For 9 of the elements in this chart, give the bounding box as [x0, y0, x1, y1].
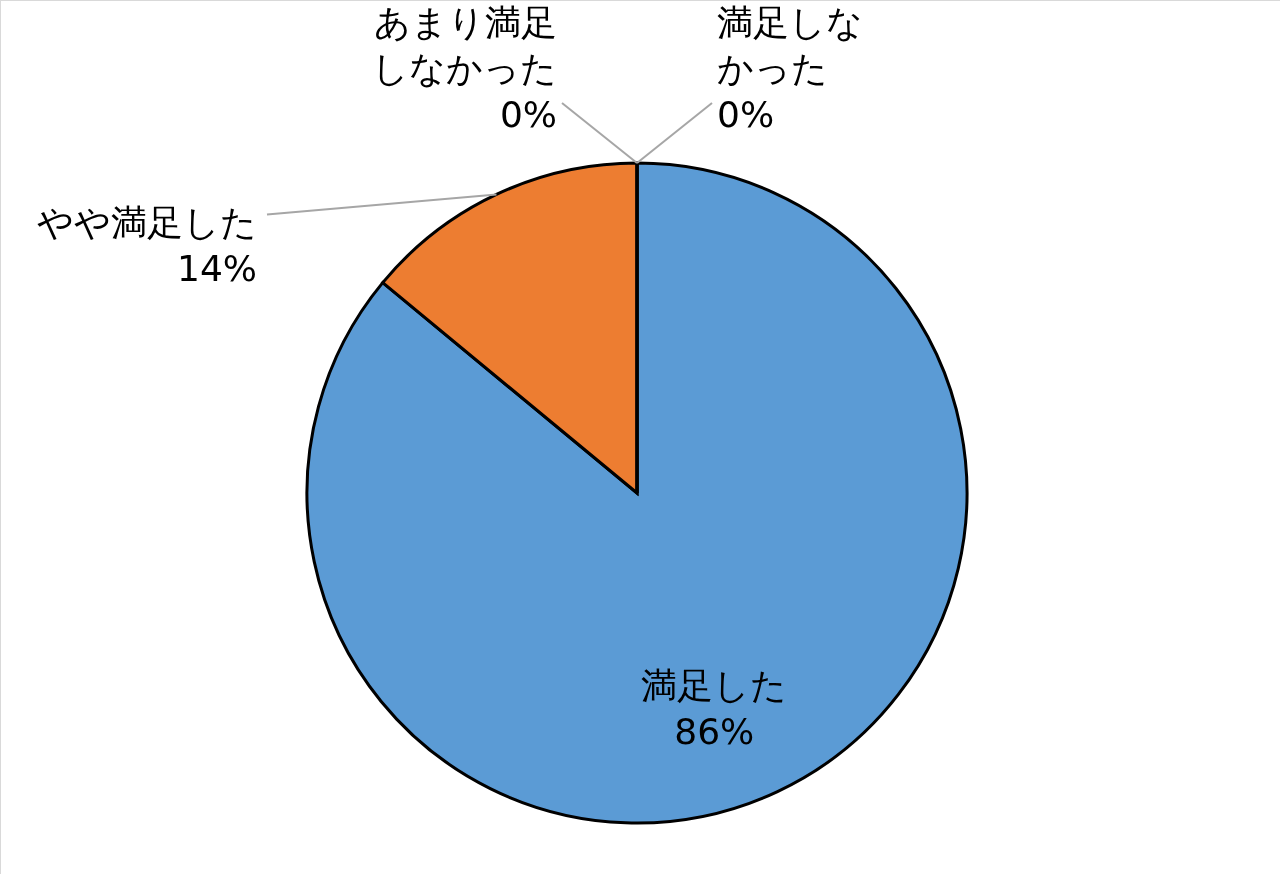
- slice-label: 満足した: [641, 665, 788, 707]
- data-label: 14%: [176, 248, 257, 290]
- category-label: 満足しなかった: [717, 2, 863, 89]
- data-label: 86%: [674, 711, 755, 753]
- text: 0%: [717, 94, 775, 135]
- pie-slice: [305, 161, 969, 825]
- text: 0%: [499, 94, 557, 135]
- slice-label: やや満足した: [37, 202, 257, 244]
- category-label: あまり満足しなかった: [372, 2, 557, 89]
